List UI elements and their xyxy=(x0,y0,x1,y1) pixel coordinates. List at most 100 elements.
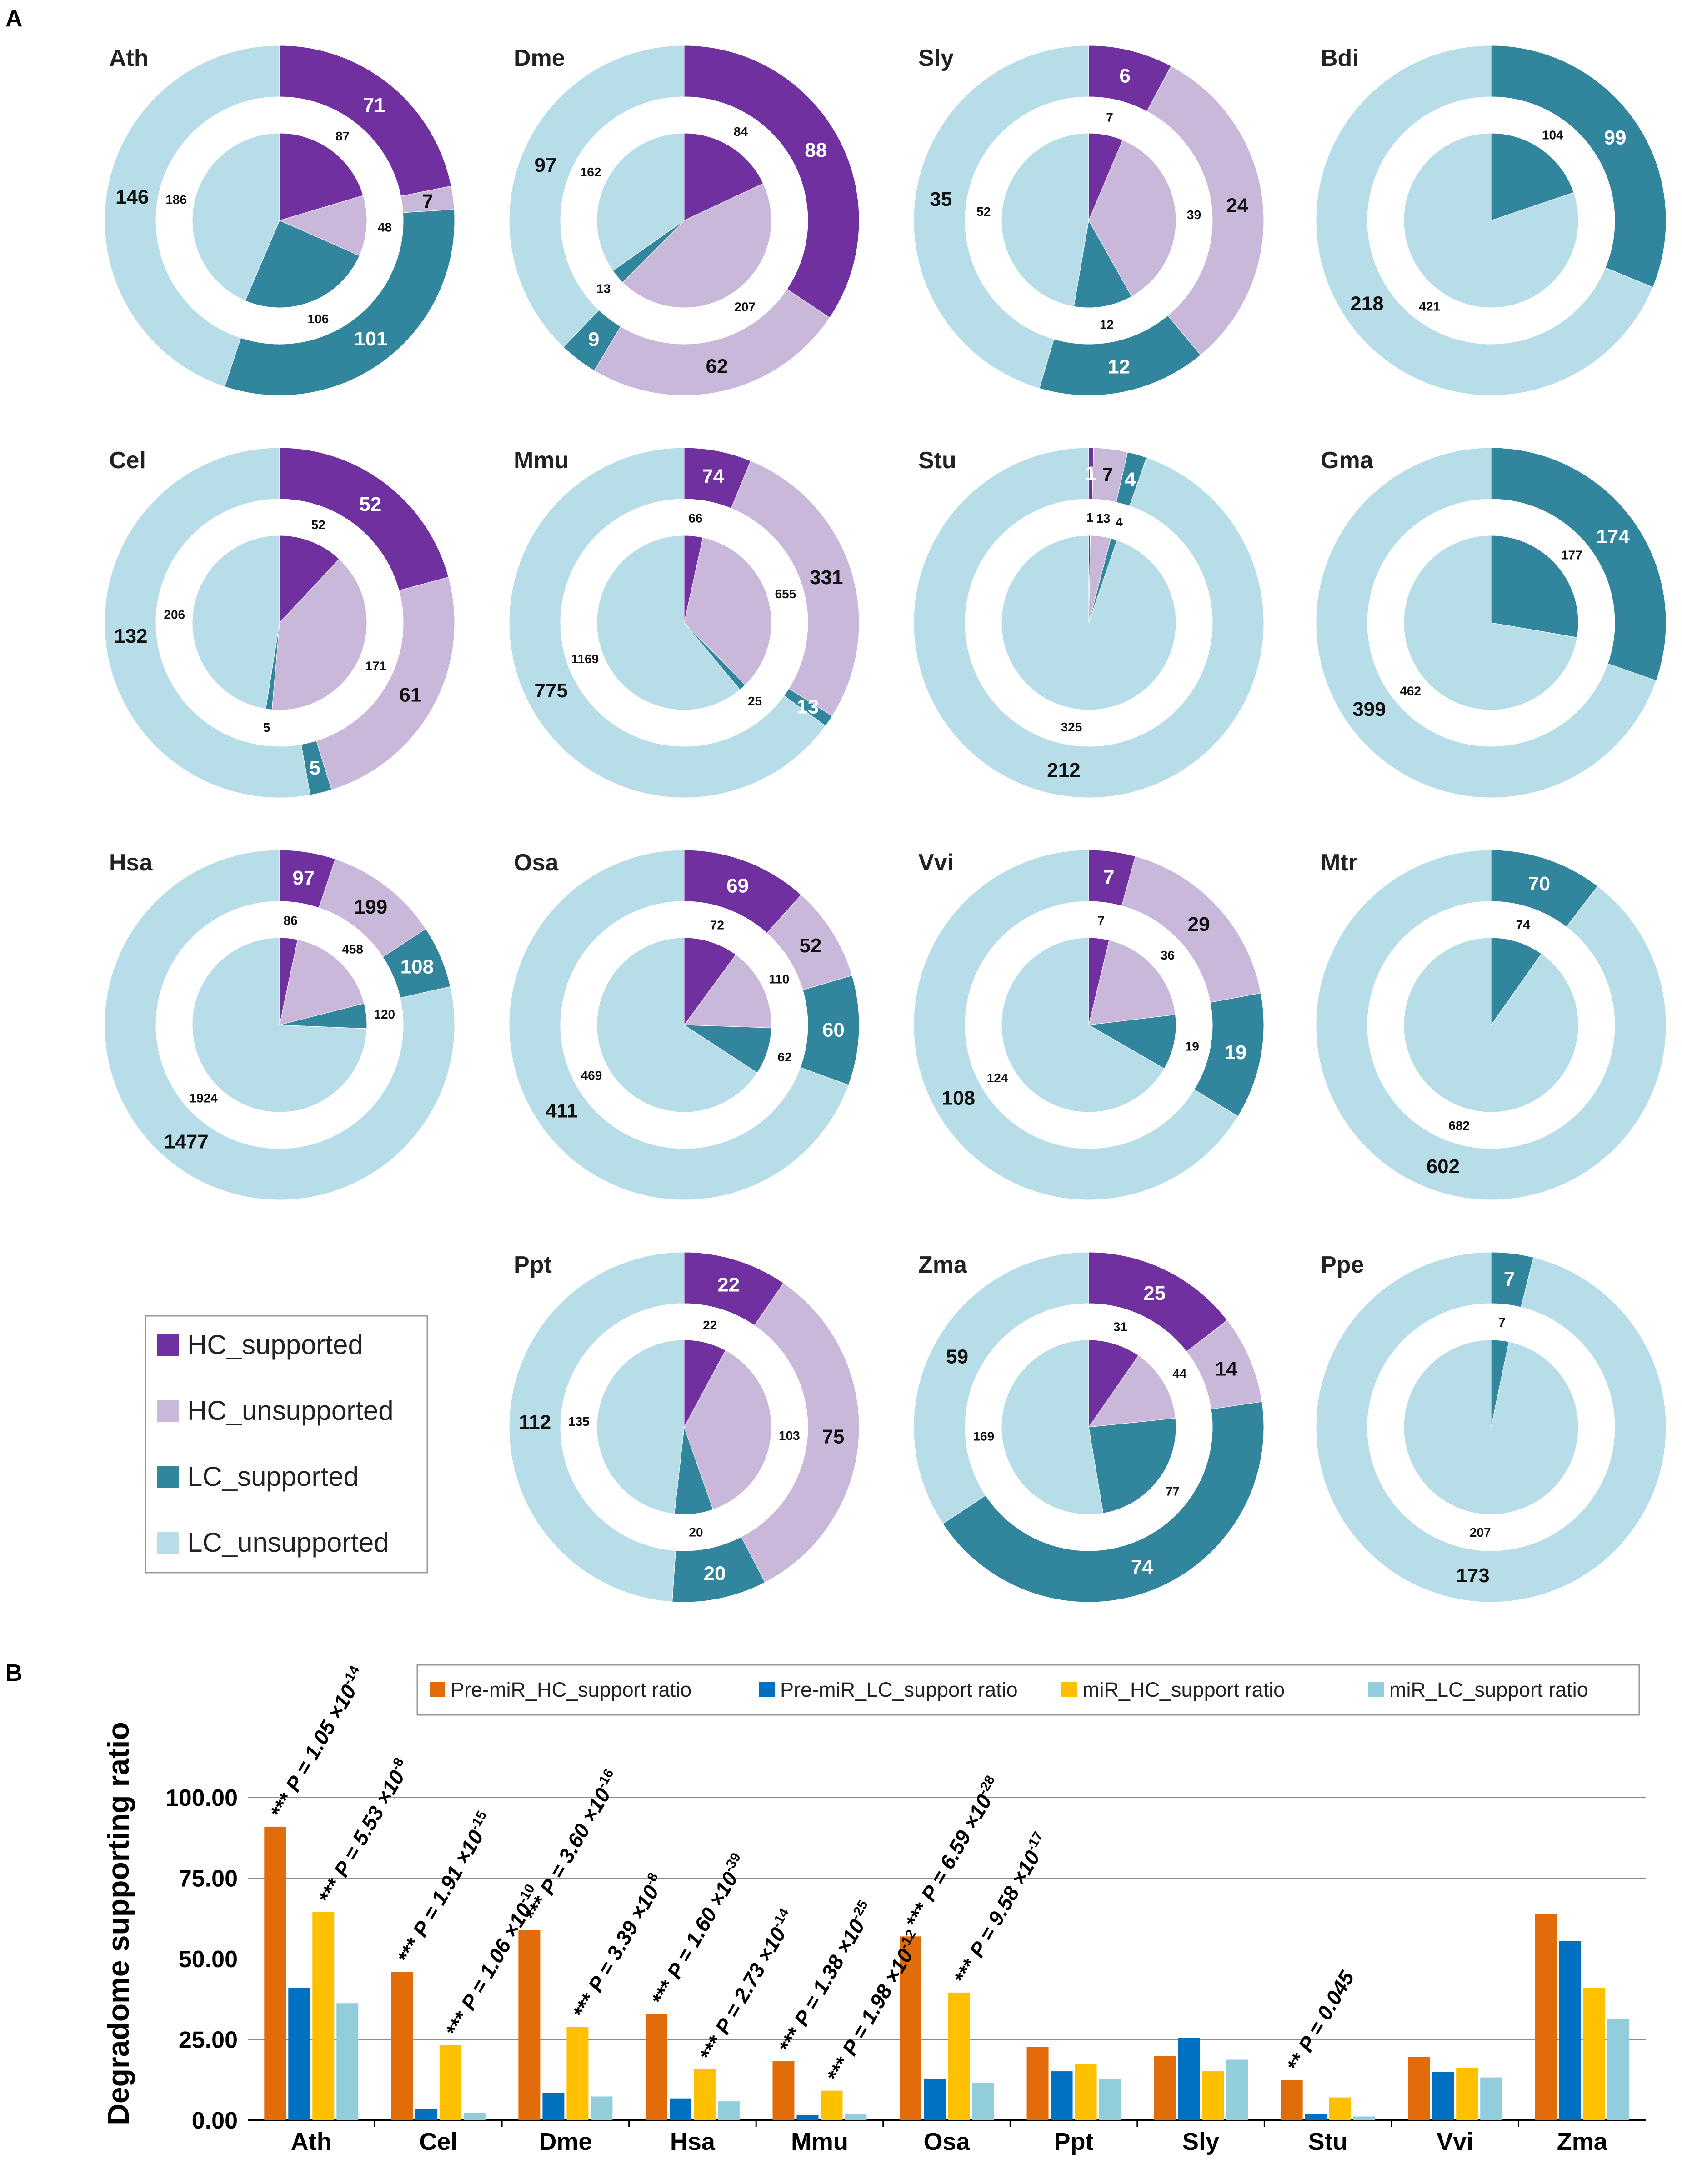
bar-stu-mir-hc-support-ratio xyxy=(1329,2097,1351,2120)
outer-value-label: 71 xyxy=(363,94,385,116)
bar-zma-mir-hc-support-ratio xyxy=(1583,1988,1605,2120)
bar-ath-pre-mir-hc-support-ratio xyxy=(264,1826,286,2120)
species-label: Hsa xyxy=(109,850,153,876)
outer-value-label: 14 xyxy=(1215,1358,1237,1380)
bar-dme-mir-lc-support-ratio xyxy=(591,2096,613,2120)
legend-label-hc-unsupported: HC_unsupported xyxy=(187,1395,394,1426)
donut-vvi: 7 29 19 108 7 36 19 124 Vvi xyxy=(913,850,1264,1200)
species-label: Ath xyxy=(109,45,149,71)
species-label: Ppe xyxy=(1321,1252,1364,1278)
legend-b-label-mir-lc-support-ratio: miR_LC_support ratio xyxy=(1389,1678,1588,1701)
inner-seg-hc-supported xyxy=(684,937,736,1026)
bar-sly-pre-mir-hc-support-ratio xyxy=(1154,2056,1176,2120)
inner-value-label: 1 xyxy=(1086,510,1093,525)
outer-value-label: 602 xyxy=(1427,1155,1460,1178)
inner-seg-lc-unsupported xyxy=(596,1339,685,1514)
outer-value-label: 399 xyxy=(1352,698,1386,720)
outer-value-label: 7 xyxy=(1103,866,1114,888)
y-tick-label: 25.00 xyxy=(179,2027,238,2054)
donut-bdi: 99 218 104 421 Bdi xyxy=(1316,45,1667,396)
inner-value-label: 421 xyxy=(1419,300,1440,314)
inner-seg-hc-unsupported xyxy=(684,1350,772,1510)
y-tick-label: 50.00 xyxy=(179,1946,238,1973)
outer-value-label: 5 xyxy=(309,757,320,779)
significance-annotation: *** P = 3.60 ×10-16 xyxy=(519,1766,625,1925)
inner-value-label: 72 xyxy=(710,918,724,932)
x-tick-label: Osa xyxy=(923,2128,970,2155)
inner-value-label: 19 xyxy=(1185,1040,1199,1054)
significance-annotation: *** P = 1.91 ×10-15 xyxy=(392,1809,498,1967)
x-tick-label: Sly xyxy=(1182,2128,1219,2155)
outer-value-label: 7 xyxy=(1504,1268,1515,1290)
inner-seg-hc-unsupported xyxy=(684,537,772,685)
inner-seg-hc-unsupported xyxy=(1088,940,1176,1025)
legend-b-label-pre-mir-lc-support-ratio: Pre-miR_LC_support ratio xyxy=(780,1678,1018,1701)
inner-seg-lc-unsupported xyxy=(1403,1339,1579,1515)
x-tick-label: Ppt xyxy=(1054,2128,1094,2155)
inner-value-label: 20 xyxy=(689,1525,703,1539)
inner-value-label: 1169 xyxy=(571,652,599,666)
outer-value-label: 70 xyxy=(1528,873,1550,895)
outer-value-label: 52 xyxy=(799,935,821,957)
outer-value-label: 61 xyxy=(399,684,421,706)
species-label: Dme xyxy=(514,45,565,71)
inner-value-label: 13 xyxy=(1096,511,1110,525)
species-label: Zma xyxy=(918,1252,967,1278)
p-value-text: P = 1.91 ×10 xyxy=(408,1826,488,1941)
p-value-text: P = 6.59 ×10 xyxy=(916,1790,996,1905)
outer-value-label: 199 xyxy=(354,896,387,918)
species-label: Sly xyxy=(918,45,954,71)
inner-value-label: 5 xyxy=(263,720,270,735)
legend-b-frame xyxy=(416,1664,1640,1716)
species-label: Osa xyxy=(514,850,559,876)
bar-osa-pre-mir-hc-support-ratio xyxy=(900,1936,921,2120)
bar-stu-pre-mir-hc-support-ratio xyxy=(1281,2080,1303,2120)
p-value-text: P = 1.05 ×10 xyxy=(281,1680,361,1795)
outer-value-label: 331 xyxy=(810,566,843,589)
inner-value-label: 7 xyxy=(1098,914,1105,928)
legend-label-hc-supported: HC_supported xyxy=(187,1329,363,1360)
inner-seg-hc-unsupported xyxy=(271,559,367,710)
legend-b-swatch-pre-mir-hc-support-ratio xyxy=(430,1682,445,1697)
inner-value-label: 22 xyxy=(703,1318,717,1332)
inner-value-label: 106 xyxy=(308,312,329,326)
inner-seg-hc-supported xyxy=(1088,1339,1139,1428)
legend-a-frame xyxy=(145,1315,428,1574)
bar-vvi-mir-hc-support-ratio xyxy=(1456,2068,1478,2120)
inner-value-label: 25 xyxy=(748,694,762,708)
outer-value-label: 101 xyxy=(354,328,387,350)
bar-cel-pre-mir-lc-support-ratio xyxy=(415,2109,437,2120)
outer-value-label: 25 xyxy=(1143,1282,1166,1304)
inner-value-label: 655 xyxy=(775,587,796,601)
bar-cel-pre-mir-hc-support-ratio xyxy=(391,1972,413,2120)
inner-value-label: 77 xyxy=(1166,1484,1180,1499)
inner-value-label: 186 xyxy=(165,192,187,206)
panel-a-label: A xyxy=(5,5,23,32)
x-tick-label: Cel xyxy=(419,2128,457,2155)
outer-value-label: 7 xyxy=(1102,464,1113,486)
inner-seg-lc-unsupported xyxy=(596,133,685,271)
p-value-text: P = 3.60 ×10 xyxy=(535,1784,615,1899)
outer-value-label: 74 xyxy=(1131,1556,1153,1578)
outer-value-label: 112 xyxy=(519,1411,551,1434)
donut-ath: 71 7 101 146 87 48 106 186 Ath xyxy=(104,45,455,396)
outer-value-label: 132 xyxy=(114,625,147,647)
species-label: Stu xyxy=(918,447,956,474)
x-tick-label: Ath xyxy=(291,2128,332,2155)
inner-seg-lc-unsupported xyxy=(192,535,280,710)
legend-b: Pre-miR_HC_support ratio Pre-miR_LC_suppo… xyxy=(416,1664,1640,1716)
p-value-text: P = 3.39 ×10 xyxy=(583,1881,663,1996)
inner-seg-lc-unsupported xyxy=(192,937,367,1113)
donut-zma: 25 14 74 59 31 44 77 169 Zma xyxy=(913,1252,1264,1603)
donut-sly: 6 24 12 35 7 39 12 52 Sly xyxy=(913,45,1264,396)
legend-label-lc-supported: LC_supported xyxy=(187,1461,359,1492)
inner-seg-lc-supported xyxy=(1088,1014,1176,1069)
inner-value-label: 31 xyxy=(1113,1320,1127,1334)
inner-value-label: 66 xyxy=(688,511,702,525)
inner-seg-lc-unsupported xyxy=(192,133,280,301)
x-tick-label: Vvi xyxy=(1437,2128,1473,2155)
inner-seg-lc-supported xyxy=(1491,133,1574,221)
bar-hsa-mir-hc-support-ratio xyxy=(693,2069,716,2120)
bar-sly-mir-hc-support-ratio xyxy=(1202,2071,1224,2120)
bar-osa-mir-hc-support-ratio xyxy=(948,1992,970,2120)
